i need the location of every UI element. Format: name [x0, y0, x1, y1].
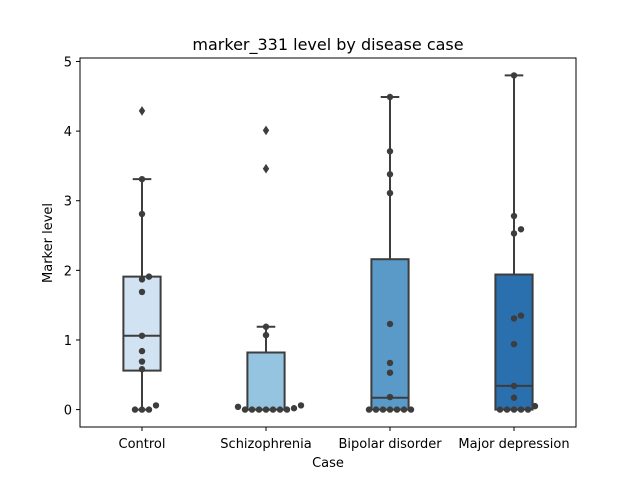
data-point — [131, 406, 139, 413]
x-tick-label: Schizophrenia — [220, 437, 311, 452]
data-point — [510, 406, 518, 413]
data-point — [386, 406, 394, 413]
y-tick-label: 0 — [64, 404, 72, 419]
data-point — [510, 72, 518, 79]
y-tick-label: 3 — [64, 195, 72, 210]
data-point — [138, 288, 146, 296]
data-point — [138, 175, 146, 183]
data-point — [262, 323, 270, 330]
data-point — [283, 406, 291, 413]
y-tick-label: 4 — [64, 125, 72, 140]
box-iqr — [246, 351, 286, 411]
data-point — [400, 406, 408, 413]
data-point — [262, 331, 270, 339]
y-tick-label: 1 — [64, 334, 72, 349]
chart-title: marker_331 level by disease case — [192, 35, 463, 55]
plot-frame — [79, 57, 577, 428]
data-point — [386, 369, 394, 376]
data-point — [496, 406, 504, 413]
data-point — [290, 405, 298, 412]
x-axis-ticks: Control Schizophrenia Bipolar disorder Majo… — [119, 427, 570, 452]
y-tick-label: 2 — [64, 264, 72, 279]
data-point — [138, 406, 146, 413]
x-tick-label: Major depression — [458, 437, 569, 452]
data-point — [372, 406, 380, 413]
data-point — [138, 210, 146, 218]
data-point — [138, 366, 146, 373]
x-tick-label: Bipolar disorder — [338, 437, 442, 452]
data-point — [386, 320, 394, 328]
data-point — [531, 402, 539, 410]
data-point — [393, 406, 401, 413]
data-point — [379, 406, 387, 413]
data-point — [510, 394, 518, 401]
data-point — [248, 406, 256, 413]
data-point — [517, 406, 525, 413]
points-layer — [131, 72, 539, 413]
data-point — [524, 406, 532, 413]
axes-layer — [79, 57, 577, 428]
data-point — [386, 393, 394, 401]
data-point — [138, 332, 146, 339]
data-point — [138, 276, 146, 283]
data-point — [262, 406, 270, 413]
box-group — [370, 95, 410, 411]
data-point — [269, 406, 277, 413]
data-point — [145, 273, 153, 280]
data-point — [503, 406, 511, 413]
data-point — [386, 93, 394, 101]
data-point — [241, 406, 249, 413]
y-tick-label: 5 — [64, 55, 72, 70]
data-point — [510, 340, 518, 348]
x-axis-label: Case — [312, 456, 344, 471]
data-point — [138, 358, 146, 365]
data-point — [255, 406, 263, 413]
data-point — [234, 403, 242, 411]
data-point — [145, 406, 153, 413]
data-point — [152, 402, 160, 409]
outlier-marker — [138, 106, 146, 116]
data-point — [386, 171, 394, 178]
y-axis-label: Marker level — [41, 203, 56, 283]
outlier-marker — [262, 125, 270, 136]
data-point — [510, 315, 518, 322]
x-tick-label: Control — [119, 437, 166, 452]
data-point — [510, 230, 518, 237]
y-axis-ticks: 0 1 2 3 4 5 — [64, 55, 80, 419]
data-point — [297, 402, 305, 409]
data-point — [276, 406, 284, 413]
data-point — [365, 406, 373, 413]
data-point — [517, 226, 525, 233]
data-point — [510, 212, 518, 220]
data-point — [386, 359, 394, 367]
data-point — [510, 382, 518, 390]
data-point — [386, 148, 394, 155]
data-point — [517, 312, 525, 319]
box-iqr — [370, 258, 410, 411]
data-point — [138, 347, 146, 355]
outlier-marker — [262, 163, 270, 174]
data-point — [386, 189, 394, 197]
data-point — [407, 406, 415, 413]
